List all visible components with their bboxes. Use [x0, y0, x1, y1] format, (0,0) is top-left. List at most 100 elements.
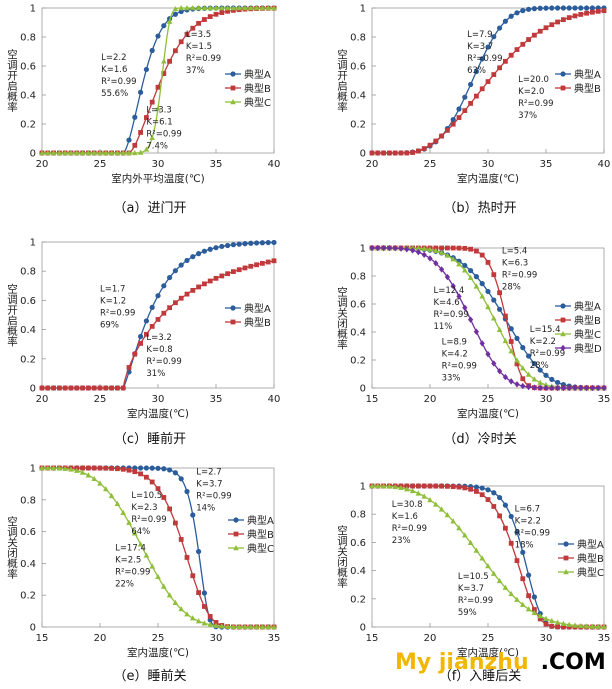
- data-point-C: [103, 486, 109, 492]
- data-point-A: [531, 594, 538, 600]
- annotation-line: R²=0.99: [196, 491, 231, 501]
- x-tick-label: 20: [424, 394, 437, 405]
- data-point-C: [190, 5, 196, 11]
- data-point-A: [502, 502, 508, 508]
- series-A: [369, 245, 607, 391]
- series-C: [39, 5, 277, 156]
- data-point-B: [543, 25, 549, 31]
- data-point-D: [497, 367, 503, 375]
- data-point-A: [514, 335, 520, 341]
- data-point-C: [213, 622, 219, 628]
- series-C: [369, 245, 607, 391]
- data-point-B: [271, 258, 277, 264]
- data-point-C: [259, 623, 266, 630]
- data-point-C: [421, 245, 427, 251]
- annotation-line: L=3.2: [146, 333, 171, 343]
- fit-annotation: L=6.7 K=2.2 R²=0.99 18%: [515, 504, 550, 550]
- annotation-line: 37%: [518, 111, 537, 121]
- data-point-B: [537, 28, 543, 34]
- legend-label: 典型C: [577, 566, 604, 579]
- data-point-B: [97, 385, 103, 391]
- data-point-A: [143, 66, 149, 73]
- data-point-A: [508, 326, 514, 332]
- data-point-B: [190, 287, 196, 293]
- annotation-line: R²=0.99: [101, 77, 136, 87]
- x-tick-label: 35: [210, 394, 223, 405]
- y-axis-label: 空调开启概率: [336, 48, 348, 113]
- data-point-B: [68, 385, 74, 391]
- data-point-C: [79, 469, 86, 475]
- plot-frame: [371, 247, 605, 389]
- watermark-tld: .COM: [540, 650, 606, 675]
- data-point-A: [468, 81, 474, 88]
- data-point-C: [132, 149, 138, 156]
- data-point-B: [254, 262, 259, 268]
- data-point-A: [201, 590, 207, 596]
- data-point-C: [427, 246, 433, 252]
- data-point-C: [578, 622, 584, 629]
- data-point-C: [386, 483, 393, 489]
- data-point-D: [526, 383, 532, 391]
- data-point-A: [196, 548, 202, 555]
- data-point-B: [584, 10, 589, 16]
- data-point-C: [184, 5, 190, 11]
- annotation-line: 37%: [186, 66, 205, 76]
- legend-label: 典型A: [244, 68, 271, 81]
- data-point-C: [415, 245, 422, 251]
- data-point-C: [74, 467, 80, 473]
- x-tick-label: 20: [36, 159, 49, 170]
- data-point-C: [56, 150, 63, 156]
- data-point-B: [149, 323, 155, 329]
- data-point-B: [450, 484, 456, 489]
- data-point-A: [497, 306, 503, 312]
- legend-marker-B: [230, 85, 236, 91]
- data-point-A: [149, 47, 155, 54]
- data-point-B: [167, 58, 172, 64]
- data-point-B: [404, 483, 410, 489]
- data-point-C: [444, 252, 451, 258]
- legend-marker-B: [233, 531, 239, 537]
- annotation-line: R²=0.99: [146, 357, 181, 367]
- fit-annotation: L=8.9 K=4.2 R²=0.99 33%: [442, 338, 477, 384]
- data-point-B: [445, 127, 450, 133]
- data-point-D: [456, 293, 462, 300]
- legend-marker-C: [233, 545, 239, 551]
- data-point-B: [173, 520, 178, 526]
- data-point-C: [433, 247, 439, 253]
- data-point-A: [213, 245, 219, 251]
- data-point-B: [450, 121, 456, 127]
- data-point-B: [462, 485, 468, 491]
- data-point-B: [375, 150, 381, 156]
- legend-label: 典型B: [574, 314, 601, 327]
- data-point-D: [589, 384, 595, 392]
- y-tick-label: 0.6: [20, 62, 36, 73]
- data-point-B: [86, 465, 91, 471]
- data-point-A: [526, 353, 532, 359]
- annotation-line: R²=0.99: [442, 362, 477, 372]
- data-point-C: [242, 5, 248, 11]
- data-point-A: [271, 239, 277, 246]
- data-point-A: [126, 137, 132, 143]
- data-point-B: [202, 604, 207, 609]
- data-point-C: [45, 150, 51, 156]
- annotation-line: L=10.5: [131, 491, 162, 501]
- data-point-B: [387, 150, 392, 156]
- data-point-A: [242, 241, 248, 247]
- data-point-D: [381, 244, 387, 252]
- data-point-A: [138, 333, 144, 340]
- x-tick-label: 20: [424, 633, 437, 644]
- annotation-line: 63%: [467, 66, 486, 76]
- data-point-A: [589, 5, 596, 11]
- fit-annotation: L=5.4 K=6.3 R²=0.99 28%: [502, 247, 537, 293]
- data-point-D: [479, 340, 485, 347]
- data-point-B: [520, 376, 526, 382]
- x-tick-label: 40: [268, 394, 281, 405]
- data-point-B: [178, 537, 184, 542]
- data-point-B: [207, 614, 213, 619]
- x-tick-label: 30: [540, 394, 553, 405]
- data-point-C: [427, 497, 433, 503]
- data-point-A: [259, 240, 265, 246]
- y-tick-label: 0.6: [350, 538, 366, 549]
- data-point-B: [213, 620, 219, 625]
- data-point-A: [143, 465, 149, 471]
